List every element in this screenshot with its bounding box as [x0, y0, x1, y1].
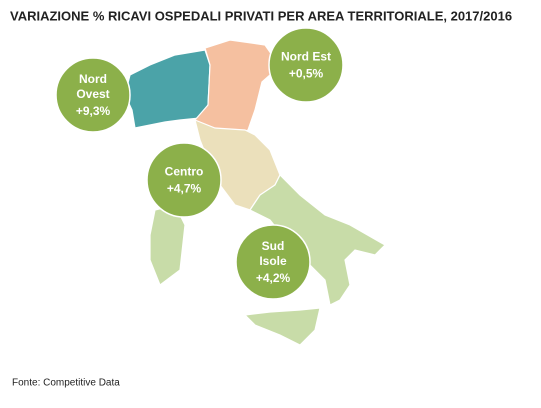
region-value: +0,5%	[289, 67, 324, 81]
region-name: Nord Est	[281, 50, 331, 64]
region-bubble	[55, 57, 131, 133]
region-name: Nord	[79, 72, 107, 86]
nord-est-area	[194, 39, 273, 136]
sicilia-area	[243, 307, 321, 346]
region-bubble	[268, 27, 344, 103]
title: VARIAZIONE % RICAVI OSPEDALI PRIVATI PER…	[10, 8, 512, 23]
region-bubble	[235, 224, 311, 300]
region-value: +4,7%	[167, 182, 202, 196]
region-name: Isole	[259, 254, 287, 268]
map	[124, 39, 386, 346]
region-name: Sud	[262, 239, 285, 253]
sud-area	[249, 173, 386, 306]
nord-ovest-area	[124, 49, 211, 129]
region-name: Centro	[165, 165, 204, 179]
region-bubble	[146, 142, 222, 218]
source: Fonte: Competitive Data	[12, 378, 120, 389]
region-value: +9,3%	[76, 104, 111, 118]
region-value: +4,2%	[256, 271, 291, 285]
region-name: Ovest	[76, 87, 109, 101]
